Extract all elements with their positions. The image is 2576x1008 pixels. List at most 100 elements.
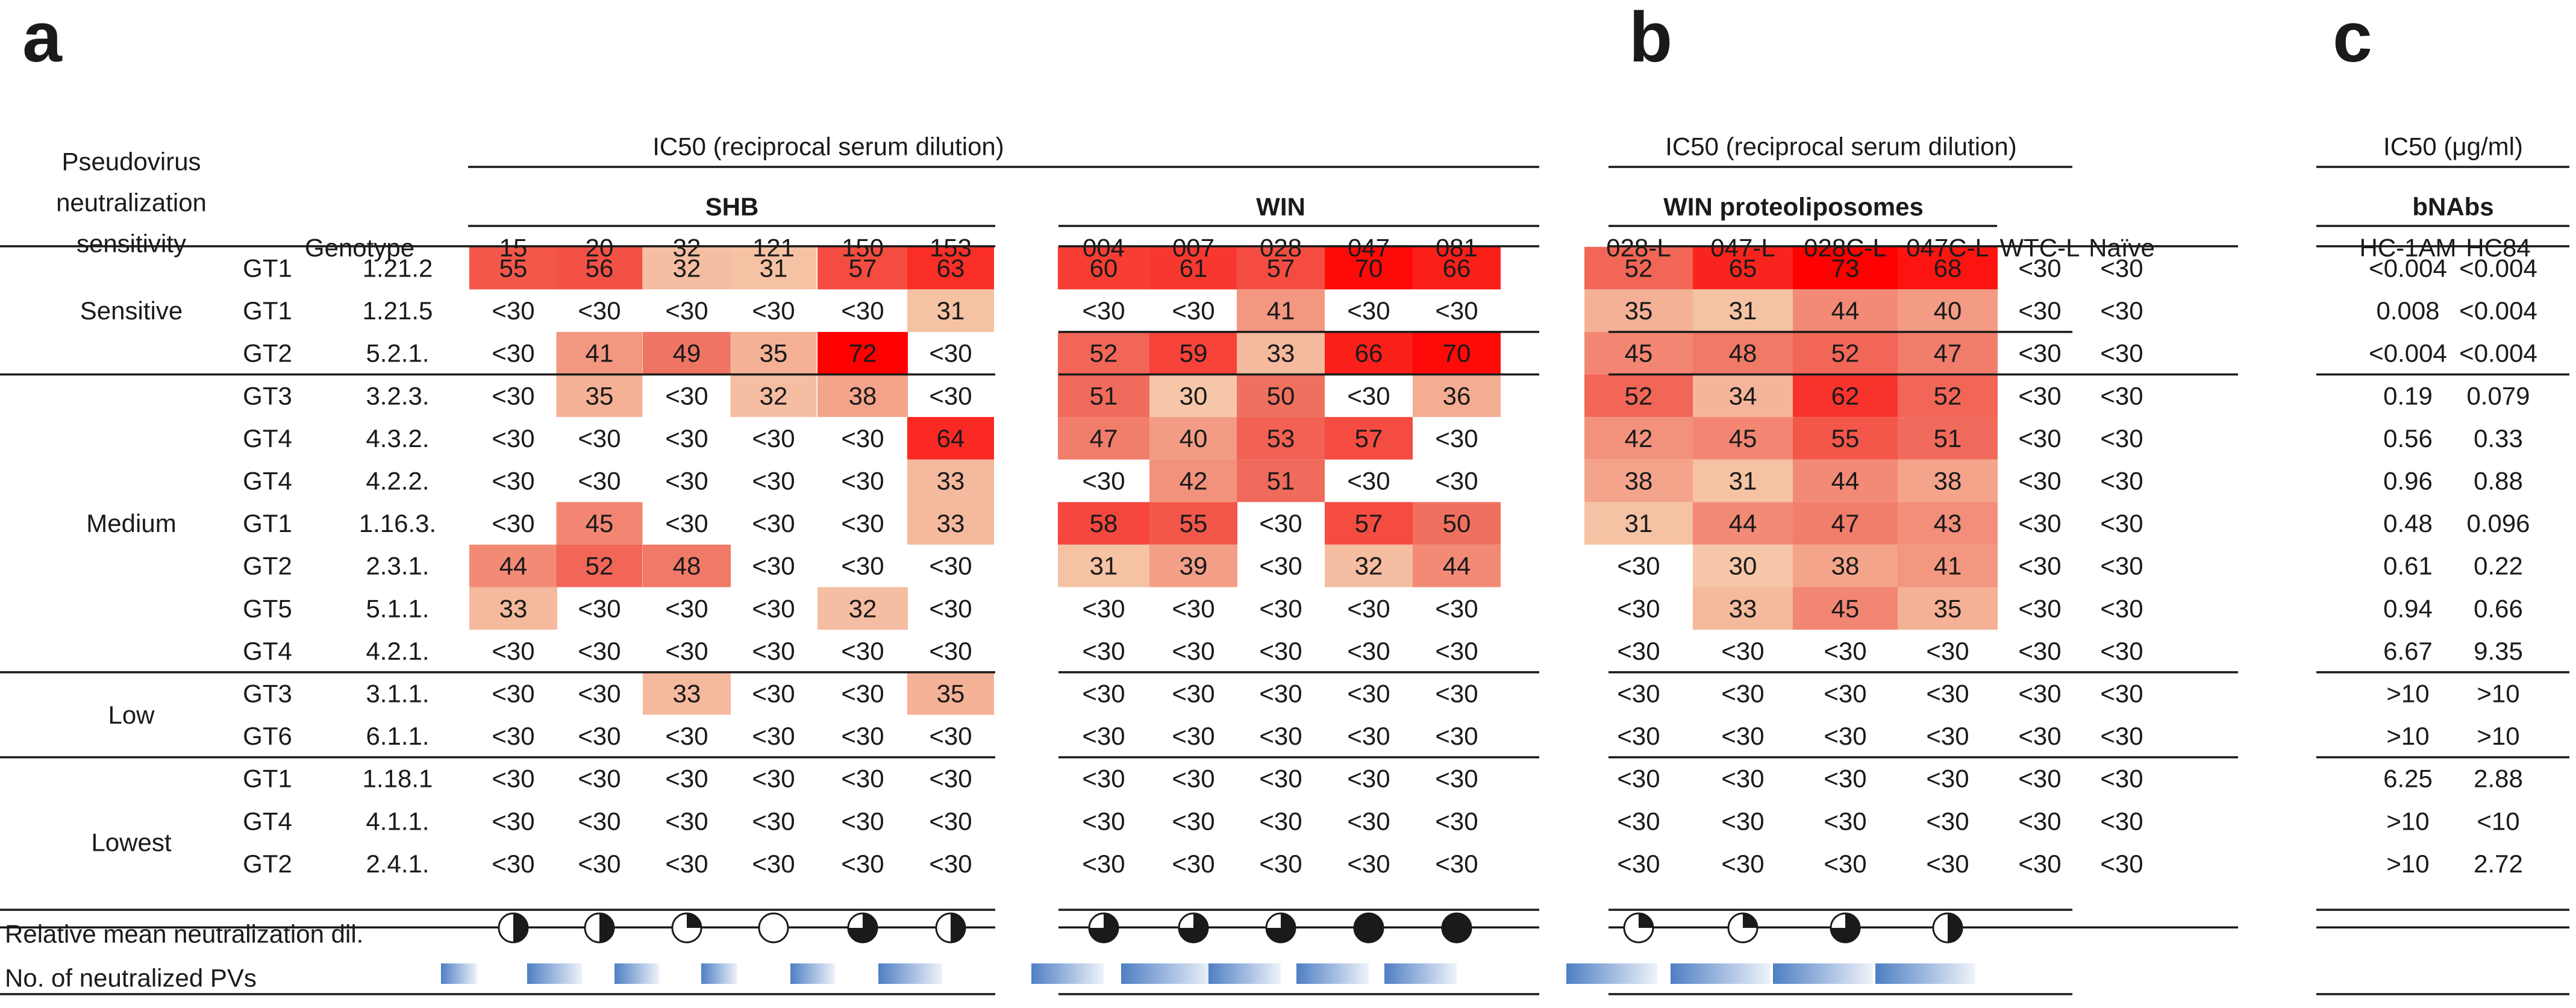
value-cell-win: 52	[1090, 339, 1118, 368]
value-cell-bnab: 0.079	[2466, 381, 2530, 410]
value-cell-win: 70	[1355, 254, 1383, 283]
value-cell-win: 59	[1180, 339, 1208, 368]
genotype-cell: GT1	[243, 509, 292, 537]
value-cell-pl: 44	[1831, 296, 1860, 325]
value-cell-pl: <30	[1926, 765, 1969, 793]
neutralized-bar	[1566, 963, 1658, 984]
genotype-cell: GT4	[243, 467, 292, 495]
value-cell-shb: <30	[752, 722, 795, 750]
value-cell-win: <30	[1435, 765, 1478, 793]
value-cell-shb: <30	[665, 381, 708, 410]
heat-cell	[1898, 289, 1998, 332]
genotype-cell: GT3	[243, 381, 292, 410]
value-cell-shb: <30	[841, 509, 884, 537]
neutralized-bar	[441, 963, 477, 984]
value-cell-win: <30	[1347, 765, 1390, 793]
value-cell-control: <30	[2100, 339, 2143, 368]
value-cell-shb: 31	[760, 254, 788, 283]
neutralized-bar	[1296, 963, 1369, 984]
strain-cell: 5.2.1.	[366, 339, 429, 368]
neutralized-bar	[1671, 963, 1771, 984]
value-cell-bnab: 0.61	[2383, 552, 2433, 580]
value-cell-shb: <30	[841, 552, 884, 580]
value-cell-pl: 48	[1729, 339, 1757, 368]
mean-dil-pie-fill	[1179, 913, 1208, 942]
value-cell-shb: <30	[492, 467, 534, 495]
heat-cell	[1237, 331, 1325, 375]
value-cell-shb: <30	[492, 339, 534, 368]
mean-dil-pie-fill	[1354, 913, 1383, 942]
heat-cell	[1898, 459, 1998, 502]
value-cell-win: 66	[1443, 254, 1471, 283]
value-cell-shb: <30	[841, 680, 884, 708]
value-cell-control: <30	[2018, 680, 2061, 708]
value-cell-control: <30	[2100, 722, 2143, 750]
value-cell-win: <30	[1435, 637, 1478, 665]
mean-dil-pie-fill	[1948, 913, 1962, 942]
value-cell-control: <30	[2018, 552, 2061, 580]
value-cell-control: <30	[2018, 381, 2061, 410]
mean-dil-pie	[758, 912, 789, 944]
value-cell-win: 44	[1443, 552, 1471, 580]
value-cell-control: <30	[2018, 594, 2061, 622]
value-cell-shb: <30	[841, 467, 884, 495]
mean-dil-pie-fill	[599, 913, 614, 942]
genotype-cell: GT4	[243, 807, 292, 835]
heat-cell	[1793, 544, 1898, 587]
heatmap-layer	[469, 246, 1998, 715]
value-cell-shb: 55	[499, 254, 528, 283]
value-cell-win: <30	[1347, 722, 1390, 750]
heat-cell	[1237, 459, 1325, 502]
column-header-win: 007	[1172, 234, 1215, 262]
value-cell-win: 30	[1180, 381, 1208, 410]
value-cell-pl: <30	[1926, 722, 1969, 750]
group-label-shb: SHB	[705, 193, 759, 221]
ic50-title-a: IC50 (reciprocal serum dilution)	[652, 133, 1004, 161]
heat-cell	[1584, 502, 1693, 545]
value-cell-bnab: 0.96	[2383, 467, 2433, 495]
value-cell-bnab: 0.94	[2383, 594, 2433, 622]
value-cell-win: <30	[1082, 637, 1125, 665]
heat-cell	[730, 246, 817, 290]
value-cell-win: 50	[1443, 509, 1471, 537]
heat-cell	[1584, 374, 1693, 418]
heat-cell	[1584, 289, 1693, 332]
value-cell-win: <30	[1082, 765, 1125, 793]
column-header-shb: 32	[673, 234, 701, 262]
value-cell-shb: <30	[752, 765, 795, 793]
heat-cell	[818, 246, 908, 290]
value-cell-win: <30	[1435, 680, 1478, 708]
neutralized-bar	[790, 963, 836, 984]
value-cell-pl: 52	[1934, 381, 1962, 410]
strain-cell: 1.16.3.	[359, 509, 436, 537]
value-cell-win: <30	[1259, 637, 1302, 665]
heat-cell	[1584, 459, 1693, 502]
value-cell-shb: 31	[937, 296, 965, 325]
value-cell-bnab: >10	[2386, 680, 2429, 708]
value-cell-pl: 30	[1729, 552, 1757, 580]
heat-cell	[1693, 289, 1793, 332]
value-cell-shb: <30	[578, 722, 621, 750]
heat-cell	[1413, 374, 1501, 418]
heat-cell	[1793, 459, 1898, 502]
heat-cell	[907, 289, 994, 332]
value-cell-win: 66	[1355, 339, 1383, 368]
heat-cell	[556, 246, 643, 290]
value-cell-control: <30	[2100, 594, 2143, 622]
value-cell-win: <30	[1082, 467, 1125, 495]
heat-cell	[1793, 374, 1898, 418]
value-cell-bnab: 0.66	[2474, 594, 2523, 622]
value-cell-pl: 31	[1625, 509, 1653, 537]
heat-cell	[1584, 417, 1693, 460]
heat-cell	[1793, 246, 1898, 290]
heat-cell	[1584, 331, 1693, 375]
column-header-win: 028	[1260, 234, 1302, 262]
value-cell-shb: <30	[665, 467, 708, 495]
heat-cell	[907, 672, 994, 715]
value-cell-shb: 33	[937, 509, 965, 537]
heat-cell	[643, 544, 731, 587]
value-cell-pl: 41	[1934, 552, 1962, 580]
value-cell-shb: <30	[665, 296, 708, 325]
panel-label-a: a	[22, 0, 63, 77]
value-cell-win: 55	[1180, 509, 1208, 537]
